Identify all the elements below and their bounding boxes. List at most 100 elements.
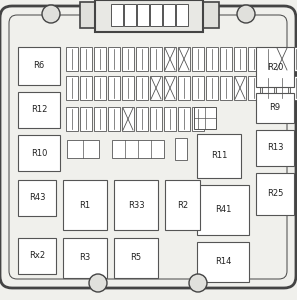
Bar xyxy=(194,107,216,129)
Bar xyxy=(108,47,120,71)
Bar xyxy=(256,93,294,123)
Text: R5: R5 xyxy=(130,254,142,262)
Bar xyxy=(80,2,102,28)
Bar xyxy=(66,76,78,100)
Text: R2: R2 xyxy=(177,200,188,209)
Bar xyxy=(162,4,175,26)
Bar xyxy=(279,65,293,103)
Bar xyxy=(164,76,176,100)
Bar xyxy=(137,4,148,26)
Bar xyxy=(176,4,187,26)
Text: R14: R14 xyxy=(215,257,231,266)
Bar xyxy=(256,47,294,87)
Bar xyxy=(66,107,78,131)
Text: R13: R13 xyxy=(267,143,283,152)
Circle shape xyxy=(237,5,255,23)
Bar xyxy=(136,76,148,100)
Bar xyxy=(95,0,203,32)
Bar xyxy=(197,185,249,235)
Bar xyxy=(262,76,274,100)
Bar xyxy=(234,76,246,100)
Bar xyxy=(110,4,122,26)
Bar xyxy=(150,107,162,131)
Bar xyxy=(206,76,218,100)
Bar xyxy=(173,271,225,287)
Bar xyxy=(150,76,162,100)
Bar xyxy=(18,135,60,171)
Bar xyxy=(192,107,204,131)
Bar xyxy=(178,76,190,100)
Bar xyxy=(114,180,158,230)
Bar xyxy=(122,47,134,71)
Bar xyxy=(122,76,134,100)
Bar xyxy=(136,47,148,71)
Text: R1: R1 xyxy=(79,200,91,209)
Bar xyxy=(18,92,60,128)
Bar xyxy=(234,47,246,71)
Bar xyxy=(80,107,92,131)
Text: R12: R12 xyxy=(31,106,47,115)
Bar xyxy=(149,4,162,26)
Bar xyxy=(94,47,106,71)
Bar xyxy=(197,134,241,178)
Bar xyxy=(164,47,176,71)
Text: Rx2: Rx2 xyxy=(29,251,45,260)
Bar xyxy=(197,242,249,282)
Bar xyxy=(122,107,134,131)
Bar xyxy=(248,76,260,100)
Bar xyxy=(178,107,190,131)
Text: R43: R43 xyxy=(29,194,45,202)
Bar xyxy=(108,76,120,100)
Bar xyxy=(290,47,297,71)
Bar xyxy=(67,140,99,158)
Bar xyxy=(206,47,218,71)
Bar xyxy=(18,47,60,85)
Bar xyxy=(276,76,288,100)
Bar xyxy=(165,180,200,230)
Bar xyxy=(192,47,204,71)
Bar xyxy=(192,76,204,100)
Text: R3: R3 xyxy=(79,254,91,262)
Bar xyxy=(124,4,135,26)
Bar xyxy=(175,138,187,160)
Circle shape xyxy=(89,274,107,292)
Circle shape xyxy=(42,5,60,23)
Bar xyxy=(18,238,56,274)
Text: R33: R33 xyxy=(128,200,144,209)
Bar xyxy=(256,130,294,166)
Bar xyxy=(94,76,106,100)
Bar xyxy=(108,107,120,131)
Bar xyxy=(63,180,107,230)
Bar xyxy=(150,47,162,71)
Bar xyxy=(279,175,293,213)
Bar xyxy=(94,107,106,131)
Text: R25: R25 xyxy=(267,190,283,199)
Text: R10: R10 xyxy=(31,148,47,158)
Bar xyxy=(276,47,288,71)
Bar xyxy=(112,140,164,158)
Bar xyxy=(197,2,219,28)
Bar xyxy=(80,76,92,100)
Bar xyxy=(114,238,158,278)
Text: R6: R6 xyxy=(33,61,45,70)
Bar xyxy=(262,47,274,71)
Text: R41: R41 xyxy=(215,206,231,214)
Bar xyxy=(290,76,297,100)
Text: R20: R20 xyxy=(267,62,283,71)
Text: R9: R9 xyxy=(269,103,281,112)
Circle shape xyxy=(189,274,207,292)
Bar xyxy=(178,47,190,71)
Bar xyxy=(18,180,56,216)
Bar xyxy=(66,47,78,71)
Bar xyxy=(256,173,294,215)
Bar xyxy=(136,107,148,131)
Bar xyxy=(164,107,176,131)
Text: R11: R11 xyxy=(211,152,227,160)
Bar xyxy=(4,65,18,103)
Bar xyxy=(63,238,107,278)
FancyBboxPatch shape xyxy=(0,6,296,288)
Bar xyxy=(80,47,92,71)
Bar xyxy=(248,47,260,71)
Bar xyxy=(220,47,232,71)
Bar xyxy=(4,175,18,213)
